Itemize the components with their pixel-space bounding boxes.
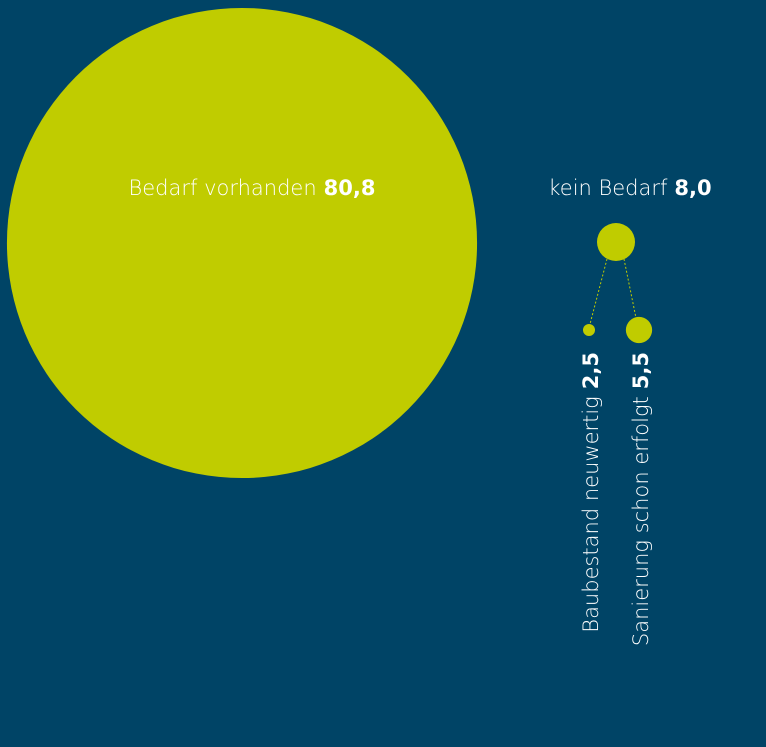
bubble-label: kein Bedarf 8,0 (548, 176, 711, 200)
bubble (6, 7, 478, 479)
value-label: 5,5 (629, 352, 653, 389)
category-label: Baubestand neuwertig (579, 396, 603, 632)
value-label: 80,8 (324, 176, 376, 200)
bubble (625, 316, 653, 344)
category-label: kein Bedarf (548, 176, 668, 200)
bubble (582, 323, 596, 337)
bubble (596, 222, 636, 262)
bubble-label: Sanierung schon erfolgt 5,5 (629, 352, 653, 646)
category-label: Bedarf vorhanden (129, 176, 317, 200)
value-label: 2,5 (579, 352, 603, 389)
connector (589, 258, 608, 325)
category-label: Sanierung schon erfolgt (629, 396, 653, 646)
bubble-label: Baubestand neuwertig 2,5 (579, 352, 603, 633)
bubble-label: Bedarf vorhanden 80,8 (129, 176, 376, 200)
value-label: 8,0 (674, 176, 711, 200)
